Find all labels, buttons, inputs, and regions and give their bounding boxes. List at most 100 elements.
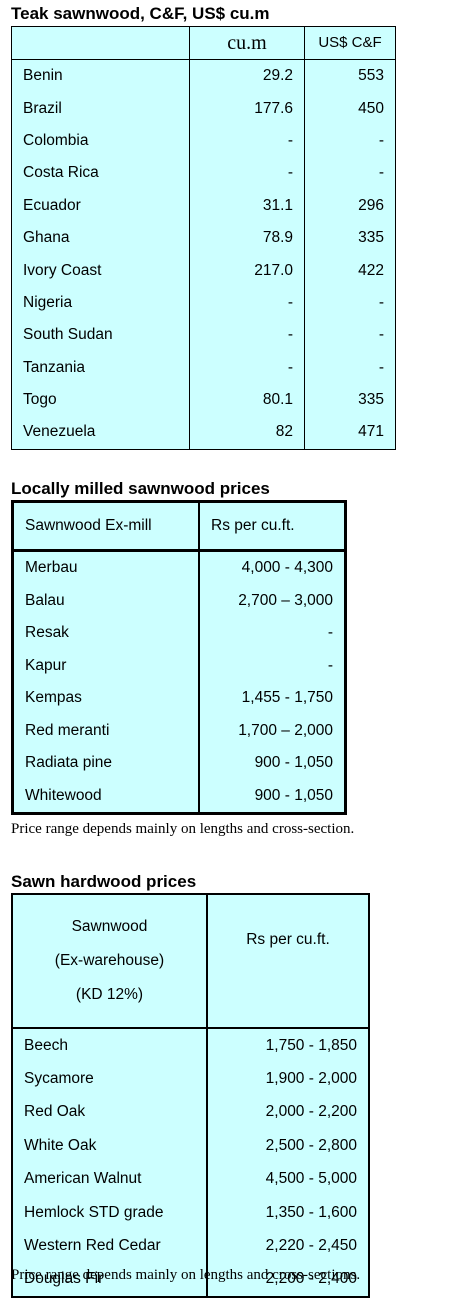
row-value: - [198, 649, 346, 682]
row-value: - [189, 124, 305, 158]
header-line: (KD 12%) [75, 986, 144, 1003]
table-header-row: cu.m US$ C&F [11, 26, 396, 60]
row-value: 296 [304, 189, 396, 222]
row-value: 422 [304, 254, 396, 287]
row-label: Red meranti [25, 721, 110, 739]
table-header-row: Sawnwood Ex-mill Rs per cu.ft. [12, 501, 346, 552]
row-value: 1,900 - 2,000 [206, 1062, 369, 1096]
row-value: 2,500 - 2,800 [206, 1129, 369, 1163]
header-cell: Sawnwood (Ex-warehouse) (KD 12%) [12, 894, 207, 1029]
row-value: 82 [189, 416, 305, 450]
table-row: South Sudan - - [12, 319, 396, 352]
row-value: - [198, 617, 346, 650]
table-row: Red meranti 1,700 – 2,000 [13, 714, 346, 747]
row-label: Whitewood [25, 786, 102, 804]
table-row: Douglas Fir 2,200 - 2,400 [12, 1262, 369, 1298]
row-value: 217.0 [189, 254, 305, 287]
row-label: Costa Rica [23, 164, 99, 182]
row-label: Tanzania [23, 358, 86, 376]
table-row: Radiata pine 900 - 1,050 [13, 747, 346, 780]
row-label: Red Oak [24, 1103, 86, 1121]
row-value: 335 [304, 221, 396, 255]
teak-title: Teak sawnwood, C&F, US$ cu.m [11, 4, 270, 23]
row-label: Benin [23, 67, 63, 85]
header-line: Sawnwood [71, 918, 148, 935]
table-row: Benin 29.2 553 [12, 59, 396, 93]
row-label: Radiata pine [25, 754, 113, 772]
row-value: 29.2 [189, 59, 305, 93]
row-label: Ghana [23, 229, 70, 247]
row-value: 335 [304, 383, 396, 417]
table-row: Venezuela 82 471 [12, 416, 396, 450]
row-label: Colombia [23, 131, 89, 149]
table-row: Resak - [13, 617, 346, 650]
table-row: Ivory Coast 217.0 422 [12, 254, 396, 287]
row-label: American Walnut [24, 1170, 142, 1188]
row-label: Resak [25, 624, 69, 642]
row-value: - [189, 351, 305, 384]
row-value: 553 [304, 59, 396, 93]
row-value: 31.1 [189, 189, 305, 222]
row-value: - [304, 157, 396, 190]
row-value: 177.6 [189, 92, 305, 125]
table-row: Whitewood 900 - 1,050 [13, 779, 346, 814]
local-title: Locally milled sawnwood prices [11, 479, 270, 498]
table-row: Kapur - [13, 649, 346, 682]
hardwood-prices-table: Sawnwood (Ex-warehouse) (KD 12%) Rs per … [11, 893, 370, 1298]
table-row: Nigeria - - [12, 286, 396, 320]
row-value: - [304, 286, 396, 320]
table-row: Balau 2,700 – 3,000 [13, 584, 346, 617]
row-label: South Sudan [23, 326, 113, 344]
row-value: 1,350 - 1,600 [206, 1195, 369, 1230]
row-label: Douglas Fir [24, 1270, 104, 1288]
row-value: 4,500 - 5,000 [206, 1162, 369, 1196]
row-label: Sycamore [24, 1070, 94, 1088]
header-cell: Sawnwood Ex-mill [12, 501, 199, 552]
row-value: 2,000 - 2,200 [206, 1095, 369, 1130]
row-label: Kapur [25, 656, 67, 674]
table-row: Western Red Cedar 2,220 - 2,450 [12, 1229, 369, 1263]
row-label: Ivory Coast [23, 261, 102, 279]
table-header-row: Sawnwood (Ex-warehouse) (KD 12%) Rs per … [12, 894, 369, 1029]
row-label: Ecuador [23, 196, 81, 214]
table-row: American Walnut 4,500 - 5,000 [12, 1162, 369, 1196]
table-row: Costa Rica - - [12, 157, 396, 190]
table-row: Brazil 177.6 450 [12, 92, 396, 125]
row-value: 2,700 – 3,000 [198, 584, 346, 617]
row-label: Balau [25, 591, 65, 609]
row-value: 4,000 - 4,300 [198, 550, 346, 585]
table-row: Ghana 78.9 335 [12, 221, 396, 255]
row-value: 78.9 [189, 221, 305, 255]
teak-table: cu.m US$ C&F Benin 29.2 553 Brazil 177.6 450 C… [11, 26, 396, 450]
row-value: - [189, 286, 305, 320]
row-label: Nigeria [23, 293, 73, 311]
row-value: 1,750 - 1,850 [206, 1028, 369, 1063]
row-label: Venezuela [23, 423, 96, 441]
table-row: Sycamore 1,900 - 2,000 [12, 1062, 369, 1096]
row-value: 80.1 [189, 383, 305, 417]
table-row: Togo 80.1 335 [12, 383, 396, 417]
row-value: - [189, 319, 305, 352]
header-line: (Ex-warehouse) [54, 952, 165, 969]
row-label: Togo [23, 391, 57, 409]
local-note: Price range depends mainly on lengths an… [11, 821, 355, 837]
hardwood-note: Price range depends mainly on lengths an… [11, 1267, 361, 1283]
local-prices-table: Sawnwood Ex-mill Rs per cu.ft. Merbau 4,0… [11, 500, 347, 815]
row-value: - [304, 351, 396, 384]
hardwood-title: Sawn hardwood prices [11, 872, 197, 891]
row-label: Beech [24, 1036, 68, 1054]
row-value: 2,200 - 2,400 [206, 1262, 369, 1298]
row-value: 2,220 - 2,450 [206, 1229, 369, 1263]
header-cell: cu.m [189, 26, 305, 60]
row-label: Brazil [23, 99, 62, 117]
row-value: 471 [304, 416, 396, 450]
row-value: - [189, 157, 305, 190]
header-cell: US$ C&F [304, 26, 396, 60]
table-row: Tanzania - - [12, 351, 396, 384]
table-row: Colombia - - [12, 124, 396, 158]
header-cell: Rs per cu.ft. [206, 894, 369, 1029]
row-value: 450 [304, 92, 396, 125]
row-label: White Oak [24, 1136, 97, 1154]
row-value: - [304, 319, 396, 352]
row-value: 1,700 – 2,000 [198, 714, 346, 747]
